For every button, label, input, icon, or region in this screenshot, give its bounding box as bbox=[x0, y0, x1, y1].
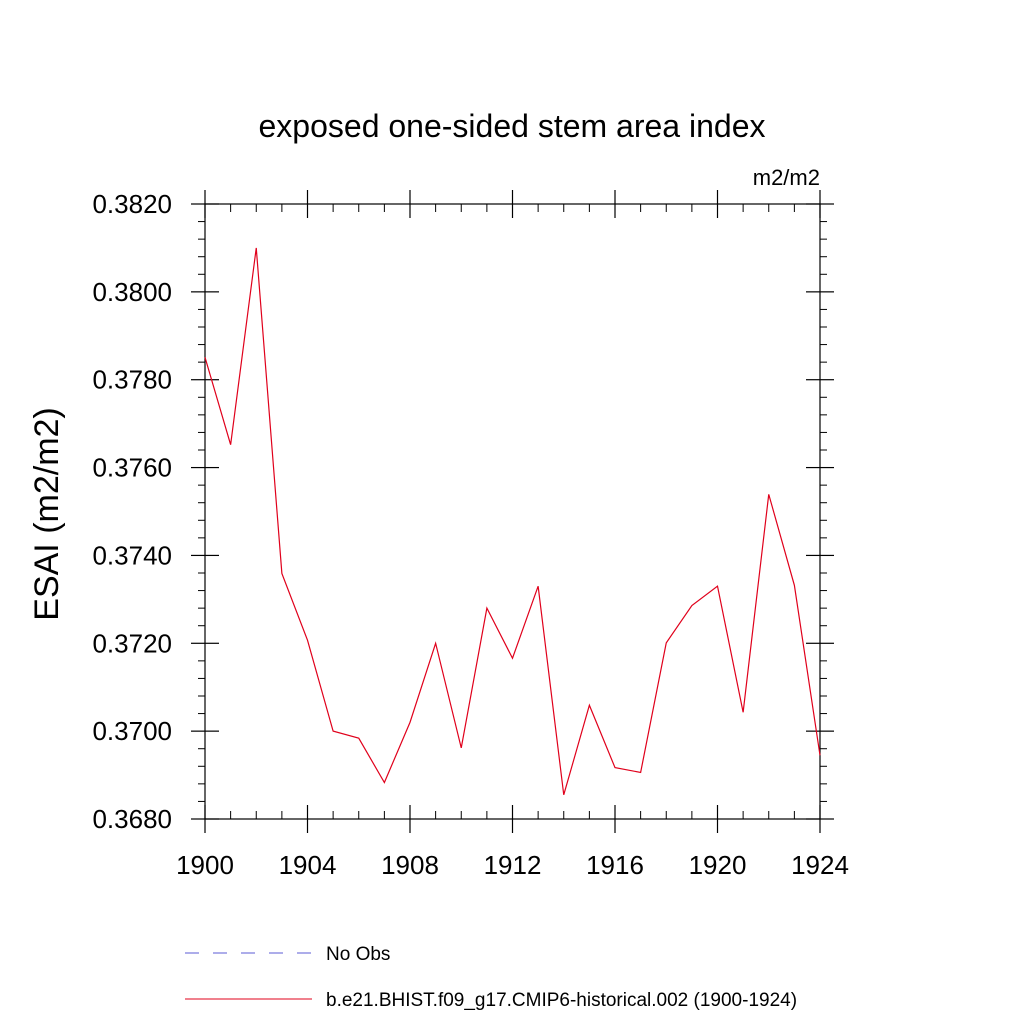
chart-title: exposed one-sided stem area index bbox=[259, 108, 766, 144]
y-tick-label: 0.3700 bbox=[92, 716, 172, 746]
x-tick-label: 1912 bbox=[484, 850, 542, 880]
y-tick-label: 0.3680 bbox=[92, 804, 172, 834]
y-tick-label: 0.3780 bbox=[92, 365, 172, 395]
y-tick-label: 0.3800 bbox=[92, 277, 172, 307]
x-tick-label: 1916 bbox=[586, 850, 644, 880]
y-tick-label: 0.3720 bbox=[92, 628, 172, 658]
legend-label: No Obs bbox=[326, 944, 390, 965]
x-tick-label: 1900 bbox=[176, 850, 234, 880]
y-tick-label: 0.3760 bbox=[92, 453, 172, 483]
y-tick-label: 0.3820 bbox=[92, 189, 172, 219]
units-label: m2/m2 bbox=[753, 165, 820, 190]
x-tick-label: 1908 bbox=[381, 850, 439, 880]
y-axis-label: ESAI (m2/m2) bbox=[28, 407, 66, 620]
y-tick-label: 0.3740 bbox=[92, 540, 172, 570]
plot-frame bbox=[204, 203, 821, 820]
x-tick-label: 1904 bbox=[279, 850, 337, 880]
x-tick-label: 1924 bbox=[791, 850, 849, 880]
x-tick-label: 1920 bbox=[689, 850, 747, 880]
series-line bbox=[204, 247, 821, 796]
legend-label: b.e21.BHIST.f09_g17.CMIP6-historical.002… bbox=[326, 990, 797, 1011]
